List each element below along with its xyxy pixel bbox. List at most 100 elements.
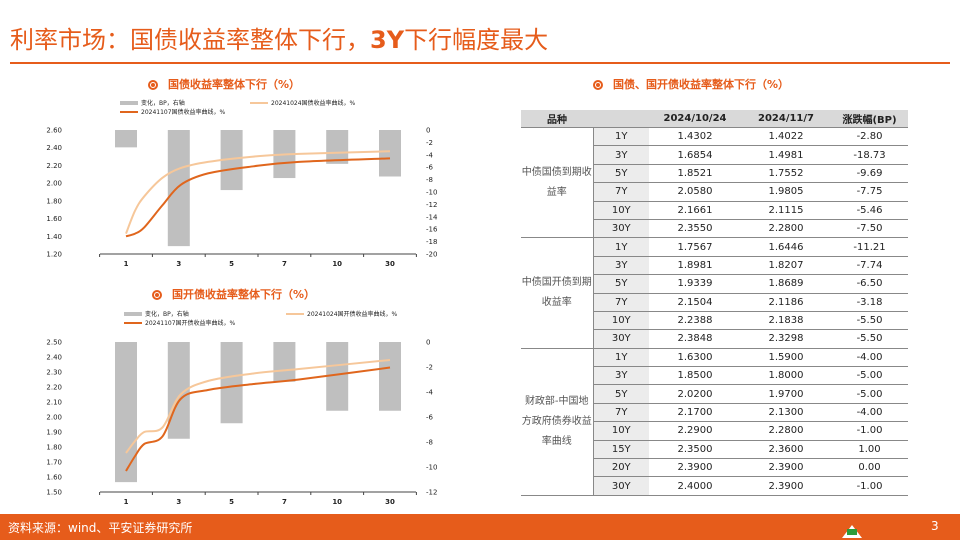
value-cell: 1.9700 — [741, 384, 831, 404]
y-left-tick-label: 2.20 — [46, 162, 62, 170]
page-title: 利率市场：国债收益率整体下行，3Y下行幅度最大 — [10, 26, 549, 54]
value-cell: 2.1504 — [649, 293, 741, 312]
tenor-cell: 5Y — [593, 274, 649, 294]
legend-label: 20241024国债收益率曲线，% — [271, 99, 356, 107]
x-tick-label: 5 — [229, 498, 234, 506]
circle-bullet-icon — [152, 290, 162, 300]
bar-change — [220, 342, 243, 424]
value-cell: 1.9805 — [741, 182, 831, 202]
value-cell: 1.8500 — [649, 366, 741, 386]
y-right-tick-label: 0 — [426, 127, 430, 135]
chart1-title: 国债收益率整体下行（%） — [168, 78, 301, 91]
tenor-cell: 1Y — [593, 127, 649, 147]
bar-change — [220, 130, 243, 191]
tenor-cell: 1Y — [593, 347, 649, 368]
value-cell: 2.3600 — [741, 440, 831, 460]
table-row: 20Y 2.3900 2.3900 0.00 — [521, 458, 908, 478]
value-cell: 2.2800 — [741, 219, 831, 239]
tenor-cell: 10Y — [593, 201, 649, 220]
value-cell: 1.8521 — [649, 164, 741, 184]
y-left-tick-label: 2.50 — [46, 339, 62, 347]
chart2-header: 国开债收益率整体下行（%） — [152, 286, 315, 302]
tenor-cell: 30Y — [593, 219, 649, 239]
y-left-tick-label: 1.70 — [46, 459, 62, 467]
legend-label: 变化，BP，右轴 — [141, 99, 185, 107]
value-cell: -6.50 — [831, 274, 908, 294]
col-header: 涨跌幅(BP) — [831, 110, 908, 128]
y-left-tick-label: 1.40 — [46, 233, 62, 241]
value-cell: 2.3550 — [649, 219, 741, 239]
value-cell: 1.00 — [831, 440, 908, 460]
value-cell: 2.2800 — [741, 421, 831, 441]
value-cell: 2.2900 — [649, 421, 741, 441]
y-left-tick-label: 1.80 — [46, 197, 62, 205]
table-row: 财政部-中国地方政府债券收益率曲线 1Y 1.6300 1.5900 -4.00 — [521, 347, 908, 496]
tenor-cell: 1Y — [593, 237, 649, 257]
x-tick-label: 1 — [124, 260, 129, 268]
value-cell: 2.1838 — [741, 311, 831, 331]
y-right-tick-label: -16 — [426, 226, 438, 234]
y-right-tick-label: -4 — [426, 151, 434, 159]
y-left-tick-label: 1.90 — [46, 429, 62, 437]
value-cell: -5.50 — [831, 329, 908, 349]
y-left-tick-label: 1.50 — [46, 489, 62, 497]
legend-label: 20241024国开债收益率曲线，% — [307, 310, 398, 318]
y-right-tick-label: -10 — [426, 189, 437, 197]
legend-swatch-bar — [120, 101, 138, 105]
y-right-tick-label: -20 — [426, 251, 437, 259]
value-cell: 0.00 — [831, 458, 908, 478]
value-cell: -5.00 — [831, 366, 908, 386]
bar-change — [379, 342, 401, 411]
table-row: 30Y 2.3550 2.2800 -7.50 — [521, 219, 908, 239]
x-tick-label: 3 — [176, 498, 181, 506]
y-left-tick-label: 2.60 — [46, 127, 62, 135]
value-cell: 2.1700 — [649, 403, 741, 423]
x-tick-label: 30 — [385, 498, 395, 506]
tenor-cell: 5Y — [593, 384, 649, 404]
tenor-cell: 7Y — [593, 403, 649, 423]
y-left-tick-label: 2.00 — [46, 180, 62, 188]
value-cell: 1.6446 — [741, 237, 831, 257]
value-cell: -5.50 — [831, 311, 908, 331]
x-tick-label: 7 — [282, 260, 287, 268]
chart2-title: 国开债收益率整体下行（%） — [172, 288, 316, 301]
y-left-tick-label: 2.00 — [46, 414, 62, 422]
y-right-tick-label: -4 — [426, 389, 434, 397]
yield-table: 品种 2024/10/24 2024/11/7 涨跌幅(BP) 中债国债到期收益… — [521, 110, 908, 496]
legend-label: 20241107国开债收益率曲线，% — [145, 319, 236, 327]
y-right-tick-label: -12 — [426, 201, 437, 209]
page-number: 3 — [931, 519, 939, 533]
tenor-cell: 3Y — [593, 145, 649, 165]
bar-change — [115, 342, 137, 483]
col-header: 2024/10/24 — [649, 110, 741, 128]
table-row: 30Y 2.3848 2.3298 -5.50 — [521, 329, 908, 349]
y-right-tick-label: -14 — [426, 213, 438, 221]
x-tick-label: 3 — [176, 260, 181, 268]
x-tick-label: 10 — [332, 260, 342, 268]
value-cell: -7.74 — [831, 256, 908, 276]
value-cell: -2.80 — [831, 127, 908, 147]
group-label: 中债国开债到期收益率 — [521, 237, 594, 349]
value-cell: 2.3298 — [741, 329, 831, 349]
value-cell: 2.2388 — [649, 311, 741, 331]
table-header: 国债、国开债收益率整体下行（%） — [593, 76, 789, 92]
table-row: 10Y 2.2388 2.1838 -5.50 — [521, 311, 908, 331]
value-cell: 1.8689 — [741, 274, 831, 294]
tenor-cell: 20Y — [593, 458, 649, 478]
x-tick-label: 7 — [282, 498, 287, 506]
y-right-tick-label: -6 — [426, 414, 434, 422]
value-cell: -4.00 — [831, 347, 908, 368]
table-row: 7Y 2.0580 1.9805 -7.75 — [521, 182, 908, 202]
value-cell: 2.1186 — [741, 293, 831, 312]
y-right-tick-label: -6 — [426, 164, 434, 172]
title-rule — [10, 62, 950, 64]
legend-label: 20241107国债收益率曲线，% — [141, 108, 226, 116]
table-row: 中债国债到期收益率 1Y 1.4302 1.4022 -2.80 — [521, 127, 908, 239]
value-cell: 1.5900 — [741, 347, 831, 368]
value-cell: 1.4022 — [741, 127, 831, 147]
table-title: 国债、国开债收益率整体下行（%） — [613, 78, 790, 91]
y-left-tick-label: 1.80 — [46, 444, 62, 452]
table-row: 15Y 2.3500 2.3600 1.00 — [521, 440, 908, 460]
group-label: 财政部-中国地方政府债券收益率曲线 — [521, 347, 594, 496]
table-row: 3Y 1.8981 1.8207 -7.74 — [521, 256, 908, 276]
